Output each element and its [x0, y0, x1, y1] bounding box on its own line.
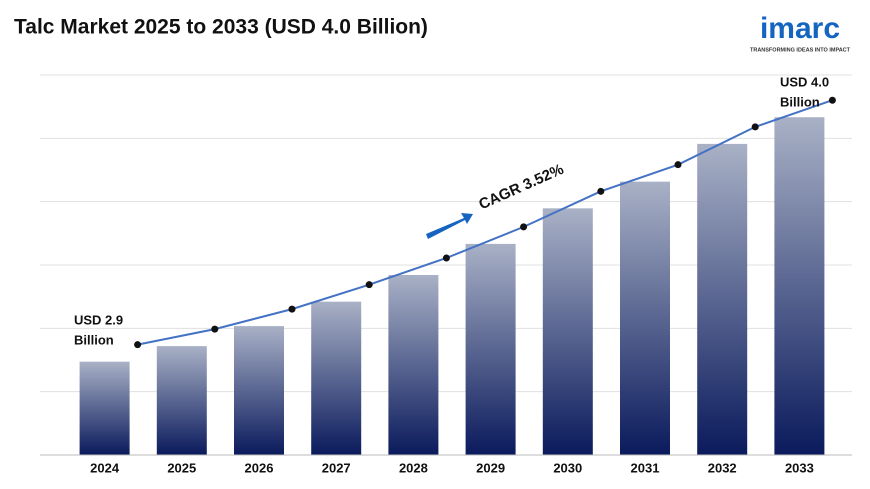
x-tick-label: 2032	[708, 460, 737, 475]
bar	[311, 301, 362, 455]
bar	[156, 346, 207, 455]
trend-point	[520, 223, 528, 231]
x-tick-label: 2030	[553, 460, 582, 475]
chart-title: Talc Market 2025 to 2033 (USD 4.0 Billio…	[14, 16, 428, 39]
start-label: Billion	[74, 332, 114, 347]
start-label: USD 2.9	[74, 312, 123, 327]
x-tick-label: 2029	[476, 460, 505, 475]
trend-point	[134, 341, 142, 349]
x-tick-label: 2025	[167, 460, 196, 475]
trend-point	[288, 305, 296, 313]
logo-name: imarc	[760, 12, 840, 45]
cagr-arrow	[426, 213, 473, 239]
trend-line	[137, 99, 833, 346]
bar	[697, 143, 748, 455]
bar	[774, 117, 825, 455]
logo-tagline: TRANSFORMING IDEAS INTO IMPACT	[750, 47, 851, 53]
end-label: USD 4.0	[780, 74, 829, 89]
trend-point	[442, 254, 450, 262]
trend-point	[751, 123, 759, 131]
cagr-label: CAGR 3.52%	[476, 161, 566, 213]
x-tick-label: 2031	[631, 460, 660, 475]
bar	[234, 326, 284, 455]
trend-point	[828, 96, 836, 104]
bar	[388, 275, 439, 455]
bar	[542, 208, 593, 455]
bar	[465, 243, 516, 455]
trend-point	[674, 161, 682, 169]
x-tick-label: 2028	[399, 460, 428, 475]
x-tick-label: 2024	[90, 460, 120, 475]
end-label: Billion	[780, 94, 820, 109]
trend-point	[597, 187, 605, 195]
x-tick-label: 2027	[322, 460, 351, 475]
bar	[79, 361, 130, 455]
trend-point	[211, 325, 219, 333]
bar	[620, 181, 670, 455]
x-tick-label: 2026	[245, 460, 274, 475]
x-tick-label: 2033	[785, 460, 814, 475]
trend-point	[365, 281, 373, 289]
